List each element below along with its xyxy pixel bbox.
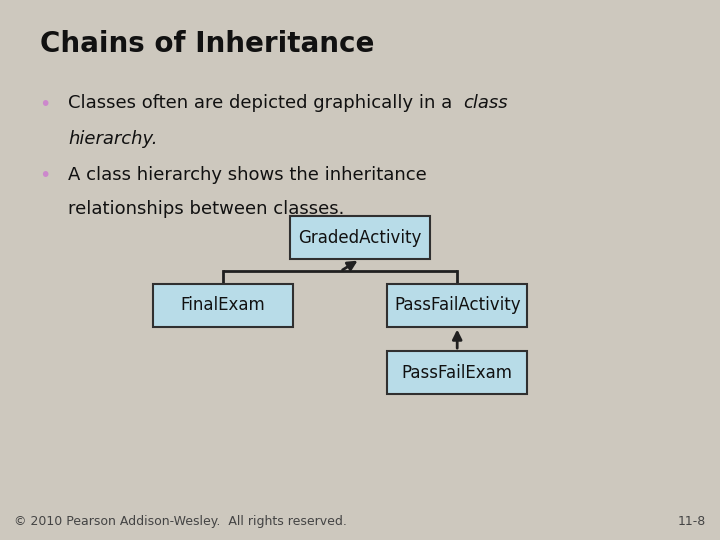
Text: class: class: [463, 94, 508, 112]
FancyBboxPatch shape: [289, 216, 430, 259]
Text: •: •: [40, 166, 51, 185]
Text: A class hierarchy shows the inheritance: A class hierarchy shows the inheritance: [68, 166, 427, 184]
Text: PassFailActivity: PassFailActivity: [394, 296, 521, 314]
Text: FinalExam: FinalExam: [181, 296, 266, 314]
FancyBboxPatch shape: [387, 284, 527, 327]
Text: relationships between classes.: relationships between classes.: [68, 200, 345, 218]
Text: Classes often are depicted graphically in a: Classes often are depicted graphically i…: [68, 94, 459, 112]
Text: Chains of Inheritance: Chains of Inheritance: [40, 30, 374, 58]
Text: GradedActivity: GradedActivity: [298, 228, 422, 247]
FancyBboxPatch shape: [153, 284, 294, 327]
Text: PassFailExam: PassFailExam: [402, 363, 513, 382]
Text: 11-8: 11-8: [678, 515, 706, 528]
Text: © 2010 Pearson Addison-Wesley.  All rights reserved.: © 2010 Pearson Addison-Wesley. All right…: [14, 515, 347, 528]
Text: •: •: [40, 94, 51, 113]
Text: hierarchy.: hierarchy.: [68, 130, 158, 147]
FancyBboxPatch shape: [387, 351, 527, 394]
